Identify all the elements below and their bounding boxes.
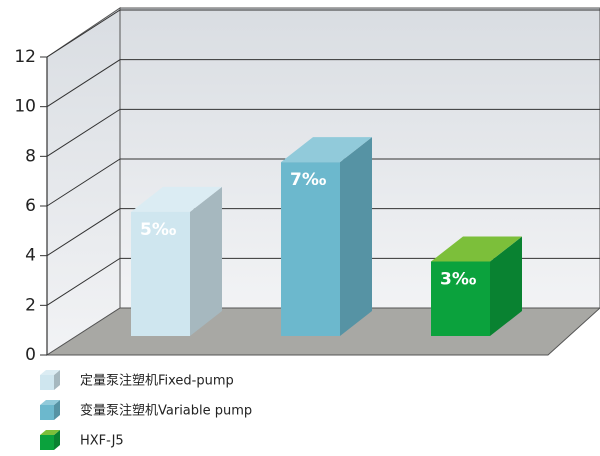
legend-swatch — [40, 435, 54, 450]
legend-swatch-side — [54, 400, 60, 420]
grid-line — [46, 59, 600, 108]
bar-top — [281, 137, 372, 163]
value-label: 3‰ — [440, 270, 477, 290]
legend-swatch-top — [40, 430, 60, 435]
bar — [131, 211, 190, 336]
y-tick-label: 6 — [25, 196, 36, 216]
legend-swatch-side — [54, 430, 60, 450]
bar-top — [131, 186, 222, 212]
legend-label: HXF-J5 — [80, 434, 124, 449]
legend-swatch — [40, 375, 54, 390]
legend-label: 变量泵注塑机Variable pump — [80, 403, 252, 419]
bar-side — [190, 186, 222, 336]
y-tick-label: 4 — [25, 246, 36, 266]
y-tick-label: 10 — [14, 97, 36, 117]
bar-side — [490, 236, 522, 336]
grid-line — [46, 9, 600, 58]
value-label: 5‰ — [140, 220, 177, 240]
legend-swatch — [40, 405, 54, 420]
legend-label: 定量泵注塑机Fixed-pump — [80, 374, 234, 389]
bar-side — [340, 137, 372, 336]
legend-swatch-top — [40, 400, 60, 405]
legend-swatch-top — [40, 370, 60, 375]
left-wall — [46, 7, 121, 356]
bar — [431, 261, 490, 336]
legend-swatch-side — [54, 370, 60, 390]
value-label: 7‰ — [290, 170, 327, 190]
bar — [281, 162, 340, 336]
bar-top — [431, 236, 522, 262]
y-tick-label: 8 — [25, 146, 36, 166]
grid-line — [46, 108, 600, 157]
y-tick-label: 0 — [25, 345, 36, 365]
y-tick-label: 2 — [25, 295, 36, 315]
y-tick-label: 12 — [14, 47, 36, 67]
grid-line — [46, 158, 600, 207]
grid-line — [46, 208, 600, 257]
